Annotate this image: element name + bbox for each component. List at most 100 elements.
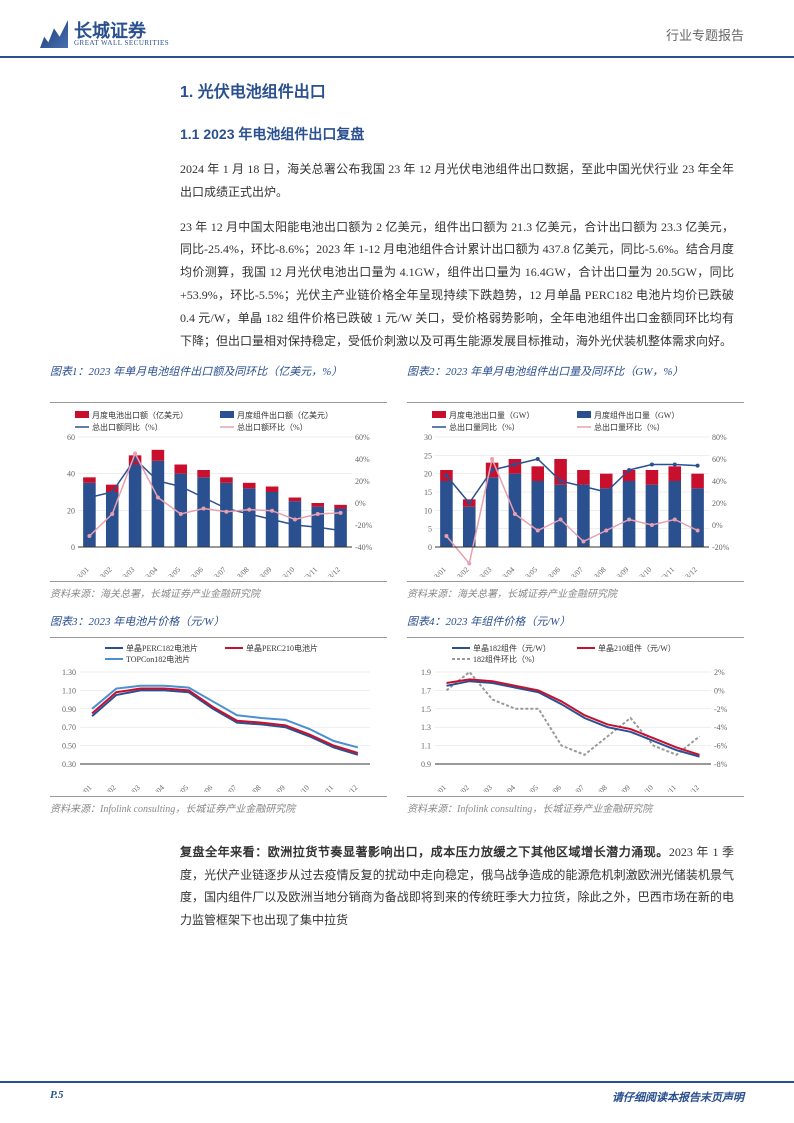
svg-text:1.5: 1.5 xyxy=(421,705,431,714)
svg-text:23/04: 23/04 xyxy=(498,783,517,792)
svg-text:总出口额同比（%）: 总出口额同比（%） xyxy=(92,422,163,432)
svg-text:-20%: -20% xyxy=(712,543,730,552)
svg-text:23/08: 23/08 xyxy=(589,565,608,577)
chart2-svg: 月度电池出口量（GW）月度组件出口量（GW）总出口量同比（%）总出口量环比（%）… xyxy=(407,407,737,577)
svg-text:23/01: 23/01 xyxy=(429,565,448,577)
svg-text:23/10: 23/10 xyxy=(636,783,655,792)
svg-text:0%: 0% xyxy=(712,521,723,530)
svg-text:-8%: -8% xyxy=(714,760,728,769)
svg-text:23/12: 23/12 xyxy=(681,565,700,577)
footer-disclaimer: 请仔细阅读本报告末页声明 xyxy=(612,1089,744,1105)
svg-text:1.3: 1.3 xyxy=(421,723,431,732)
logo-text-en: GREAT WALL SECURITIES xyxy=(74,40,169,47)
svg-text:0%: 0% xyxy=(355,499,366,508)
chart4-svg: 单晶182组件（元/W）单晶210组件（元/W）182组件环比（%）0.91.1… xyxy=(407,642,737,792)
chart4-title: 图表4：2023 年组件价格（元/W） xyxy=(407,614,744,631)
svg-text:23/12: 23/12 xyxy=(682,783,701,792)
svg-text:1.9: 1.9 xyxy=(421,668,431,677)
svg-text:23/11: 23/11 xyxy=(660,783,678,792)
svg-text:23/09: 23/09 xyxy=(612,565,631,577)
svg-text:10: 10 xyxy=(424,507,432,516)
svg-text:40%: 40% xyxy=(355,455,370,464)
svg-text:5: 5 xyxy=(428,525,432,534)
svg-text:23/09: 23/09 xyxy=(613,783,632,792)
section-heading-1-1: 1.1 2023 年电池组件出口复盘 xyxy=(180,124,734,144)
page-footer: P.5 请仔细阅读本报告末页声明 xyxy=(0,1081,794,1105)
paragraph-2: 23 年 12 月中国太阳能电池出口额为 2 亿美元，组件出口额为 21.3 亿… xyxy=(180,216,734,353)
svg-text:60%: 60% xyxy=(712,455,727,464)
svg-text:23/08: 23/08 xyxy=(244,783,263,792)
svg-text:20%: 20% xyxy=(712,499,727,508)
svg-text:2%: 2% xyxy=(714,668,725,677)
svg-text:60%: 60% xyxy=(355,433,370,442)
svg-text:23/12: 23/12 xyxy=(324,565,343,577)
svg-text:单晶PERC182电池片: 单晶PERC182电池片 xyxy=(126,643,198,653)
svg-text:0.90: 0.90 xyxy=(62,705,76,714)
svg-text:23/03: 23/03 xyxy=(118,565,137,577)
svg-text:40%: 40% xyxy=(712,477,727,486)
svg-text:TOPCon182电池片: TOPCon182电池片 xyxy=(126,654,190,664)
svg-text:23/07: 23/07 xyxy=(567,783,586,792)
svg-text:23/07: 23/07 xyxy=(209,565,228,577)
svg-text:-20%: -20% xyxy=(355,521,373,530)
svg-text:23/09: 23/09 xyxy=(255,565,274,577)
svg-text:23/05: 23/05 xyxy=(172,783,191,792)
document-type: 行业专题报告 xyxy=(666,25,744,44)
svg-text:23/04: 23/04 xyxy=(141,565,160,577)
svg-text:20: 20 xyxy=(67,507,75,516)
svg-text:-2%: -2% xyxy=(714,705,728,714)
svg-text:单晶182组件（元/W）: 单晶182组件（元/W） xyxy=(473,643,551,653)
section-heading-1: 1. 光伏电池组件出口 xyxy=(180,78,734,102)
svg-text:总出口量环比（%）: 总出口量环比（%） xyxy=(594,422,665,432)
chart2-source: 资料来源：海关总署，长城证券产业金融研究院 xyxy=(407,581,744,600)
chart1-title: 图表1：2023 年单月电池组件出口额及同环比（亿美元，%） xyxy=(50,364,387,396)
svg-text:0.9: 0.9 xyxy=(421,760,431,769)
svg-text:30: 30 xyxy=(424,433,432,442)
svg-text:23/08: 23/08 xyxy=(590,783,609,792)
svg-text:23/10: 23/10 xyxy=(293,783,312,792)
svg-text:1.30: 1.30 xyxy=(62,668,76,677)
svg-text:-6%: -6% xyxy=(714,741,728,750)
svg-text:80%: 80% xyxy=(712,433,727,442)
svg-text:0.50: 0.50 xyxy=(62,741,76,750)
svg-text:23/11: 23/11 xyxy=(658,565,676,577)
svg-text:单晶210组件（元/W）: 单晶210组件（元/W） xyxy=(598,643,676,653)
bottom-bold: 复盘全年来看：欧洲拉货节奏显著影响出口，成本压力放缓之下其他区域增长潜力涌现。 xyxy=(180,845,669,859)
paragraph-bottom: 复盘全年来看：欧洲拉货节奏显著影响出口，成本压力放缓之下其他区域增长潜力涌现。2… xyxy=(180,841,734,932)
svg-text:20%: 20% xyxy=(355,477,370,486)
logo-icon xyxy=(40,20,68,48)
svg-text:23/03: 23/03 xyxy=(475,783,494,792)
svg-text:-4%: -4% xyxy=(714,723,728,732)
svg-text:1.10: 1.10 xyxy=(62,686,76,695)
svg-text:23/07: 23/07 xyxy=(220,783,239,792)
svg-text:23/08: 23/08 xyxy=(232,565,251,577)
svg-text:23/01: 23/01 xyxy=(75,783,94,792)
chart3-svg: 单晶PERC182电池片单晶PERC210电池片TOPCon182电池片0.30… xyxy=(50,642,380,792)
svg-text:23/05: 23/05 xyxy=(521,783,540,792)
svg-text:月度组件出口额（亿美元）: 月度组件出口额（亿美元） xyxy=(237,410,333,420)
svg-text:23/10: 23/10 xyxy=(635,565,654,577)
svg-text:23/11: 23/11 xyxy=(301,565,319,577)
svg-text:1.7: 1.7 xyxy=(421,686,431,695)
charts-row-1: 图表1：2023 年单月电池组件出口额及同环比（亿美元，%） 月度电池出口额（亿… xyxy=(50,364,744,600)
svg-text:0%: 0% xyxy=(714,686,725,695)
svg-text:23/11: 23/11 xyxy=(317,783,335,792)
chart2-title: 图表2：2023 年单月电池组件出口量及同环比（GW，%） xyxy=(407,364,744,396)
logo-text-cn: 长城证券 xyxy=(74,22,169,40)
svg-text:23/09: 23/09 xyxy=(268,783,287,792)
svg-text:23/05: 23/05 xyxy=(164,565,183,577)
svg-text:20: 20 xyxy=(424,470,432,479)
svg-text:23/06: 23/06 xyxy=(196,783,215,792)
chart1-source: 资料来源：海关总署，长城证券产业金融研究院 xyxy=(50,581,387,600)
svg-text:0: 0 xyxy=(428,543,432,552)
svg-text:1.1: 1.1 xyxy=(421,741,431,750)
svg-text:25: 25 xyxy=(424,452,432,461)
svg-text:23/06: 23/06 xyxy=(544,783,563,792)
svg-text:15: 15 xyxy=(424,488,432,497)
svg-text:总出口额环比（%）: 总出口额环比（%） xyxy=(237,422,308,432)
svg-text:23/03: 23/03 xyxy=(123,783,142,792)
svg-text:23/02: 23/02 xyxy=(452,783,471,792)
svg-text:23/04: 23/04 xyxy=(148,783,167,792)
charts-row-2: 图表3：2023 年电池片价格（元/W） 单晶PERC182电池片单晶PERC2… xyxy=(50,614,744,815)
svg-text:月度组件出口量（GW）: 月度组件出口量（GW） xyxy=(594,410,679,420)
